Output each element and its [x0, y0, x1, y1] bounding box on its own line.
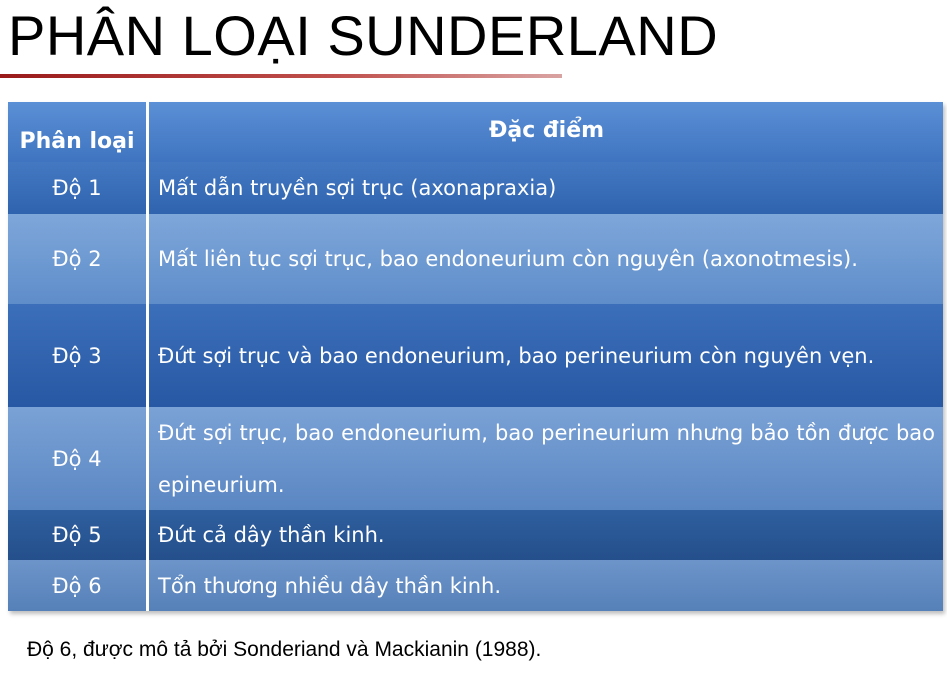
table-header-row: Phân loại Đặc điểm: [8, 102, 943, 162]
table-row: Độ 4 Đứt sợi trục, bao endoneurium, bao …: [8, 407, 943, 510]
footnote: Độ 6, được mô tả bởi Sonderiand và Macki…: [27, 638, 542, 661]
grade-cell: Độ 6: [8, 560, 149, 611]
header-grade: Phân loại: [8, 102, 149, 162]
description-cell: Đứt sợi trục, bao endoneurium, bao perin…: [149, 407, 943, 510]
description-text: Tổn thương nhiều dây thần kinh.: [158, 573, 502, 598]
header-description: Đặc điểm: [488, 118, 605, 143]
title-underline: [0, 74, 562, 78]
description-text: Đứt cả dây thần kinh.: [158, 523, 385, 547]
description-text: Đứt sợi trục, bao endoneurium, bao perin…: [158, 420, 935, 497]
table-row: Độ 5 Đứt cả dây thần kinh.: [8, 510, 943, 560]
page-title: PHÂN LOẠI SUNDERLAND: [8, 4, 719, 67]
table-row: Độ 1 Mất dẫn truyền sợi trục (axonapraxi…: [8, 162, 943, 214]
description-text: Mất dẫn truyền sợi trục (axonapraxia): [158, 176, 557, 200]
table-row: Độ 6 Tổn thương nhiều dây thần kinh.: [8, 560, 943, 611]
description-cell: Đứt cả dây thần kinh.: [149, 510, 943, 560]
sunderland-classification-table: Phân loại Đặc điểm Độ 1 Mất dẫn truyền s…: [8, 102, 943, 611]
grade-cell: Độ 2: [8, 214, 149, 304]
description-text: Đứt sợi trục và bao endoneurium, bao per…: [158, 343, 875, 368]
description-cell: Mất dẫn truyền sợi trục (axonapraxia): [149, 162, 943, 214]
description-text: Mất liên tục sợi trục, bao endoneurium c…: [158, 247, 858, 271]
grade-cell: Độ 3: [8, 304, 149, 407]
description-cell: Tổn thương nhiều dây thần kinh.: [149, 560, 943, 611]
grade-cell: Độ 5: [8, 510, 149, 560]
description-cell: Mất liên tục sợi trục, bao endoneurium c…: [149, 214, 943, 304]
grade-cell: Độ 4: [8, 407, 149, 510]
grade-cell: Độ 1: [8, 162, 149, 214]
table-row: Độ 2 Mất liên tục sợi trục, bao endoneur…: [8, 214, 943, 304]
table-row: Độ 3 Đứt sợi trục và bao endoneurium, ba…: [8, 304, 943, 407]
description-cell: Đứt sợi trục và bao endoneurium, bao per…: [149, 304, 943, 407]
